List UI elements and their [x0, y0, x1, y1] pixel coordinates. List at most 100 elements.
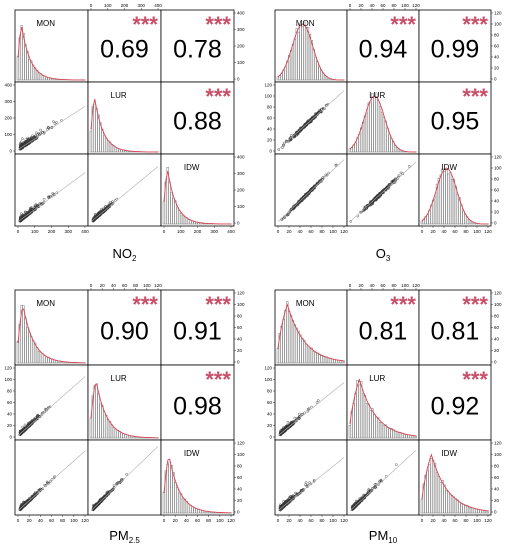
histogram-bar — [299, 334, 302, 364]
cell-2-0 — [14, 153, 89, 227]
histogram-bar — [99, 403, 102, 439]
histogram-bar — [452, 496, 456, 514]
tick-label: 20 — [286, 518, 292, 523]
scatter-point — [53, 122, 57, 125]
histogram-bar — [107, 140, 110, 153]
histogram-bar — [297, 330, 300, 364]
tick-label: 40 — [111, 283, 117, 288]
tick-label: 100 — [473, 518, 481, 523]
scatter-point — [35, 131, 38, 135]
tick-label: 80 — [494, 314, 500, 319]
tick-label: 40 — [494, 199, 500, 204]
histogram-bar — [45, 356, 48, 364]
tick-label: 200 — [194, 229, 202, 234]
significance-stars: *** — [205, 84, 231, 109]
scatter-point — [310, 405, 313, 409]
cell-0-2: 0.99*** — [418, 9, 492, 83]
scatter-point — [102, 497, 106, 500]
tick-label: 20 — [494, 498, 500, 503]
histogram-bar — [456, 499, 459, 514]
histogram-bar — [116, 430, 119, 439]
cell-0-1: 0.81*** — [346, 289, 420, 366]
histogram-bar — [382, 425, 385, 439]
histogram-bar — [449, 172, 452, 225]
histogram-bar — [394, 431, 397, 439]
histogram-bar — [388, 428, 391, 439]
cell-0-2: 0.91*** — [160, 289, 235, 366]
variable-label: IDW — [184, 163, 200, 172]
scatter-point — [18, 143, 22, 146]
variable-label: IDW — [441, 449, 457, 458]
scatter-point — [283, 501, 287, 505]
tick-label: 60 — [237, 325, 243, 330]
scatter-point — [289, 137, 292, 141]
significance-stars: *** — [205, 292, 231, 317]
tick-label: 120 — [227, 518, 235, 523]
histogram-bar — [282, 319, 285, 364]
histogram-bar — [432, 199, 435, 225]
scatter-point — [385, 186, 389, 190]
fit-line — [349, 450, 417, 511]
scatter-point — [286, 420, 290, 424]
scatter-point — [325, 173, 329, 177]
histogram-bar — [447, 491, 450, 514]
scatter-point — [304, 123, 308, 126]
significance-stars: *** — [462, 367, 488, 392]
scatter-point — [373, 483, 377, 486]
tick-label: 120 — [340, 229, 348, 234]
histogram-bar — [166, 463, 169, 514]
scatter-point — [283, 428, 287, 431]
scatter-point — [35, 417, 39, 421]
histogram-bar — [301, 337, 304, 364]
scatter-point — [309, 482, 313, 486]
tick-label: 0 — [349, 3, 352, 8]
histogram-bar — [95, 108, 98, 153]
tick-label: 100 — [4, 132, 12, 137]
tick-label: 0 — [277, 518, 280, 523]
panel-title: O3 — [376, 246, 391, 263]
histogram-bar — [377, 100, 380, 153]
histogram-bar — [297, 31, 300, 81]
fit-line — [17, 106, 86, 150]
tick-label: 40 — [494, 487, 500, 492]
tick-label: 20 — [358, 3, 364, 8]
histogram-bar — [116, 148, 119, 153]
scatter-point — [374, 198, 378, 202]
tick-label: 80 — [463, 518, 469, 523]
cell-1-0 — [14, 364, 89, 441]
scatter-point — [305, 192, 309, 196]
histogram-bar — [335, 359, 338, 364]
cell-1-0 — [14, 81, 89, 155]
scatter-point — [28, 498, 32, 502]
histogram-bar — [107, 419, 110, 439]
scatter-point — [369, 203, 372, 207]
fit-line — [17, 172, 86, 222]
tick-label: 80 — [267, 389, 273, 394]
histogram-bar — [380, 111, 384, 153]
histogram-bar — [178, 492, 181, 514]
histogram-bar — [420, 220, 423, 225]
tick-label: 0 — [90, 283, 93, 288]
tick-label: 400 — [227, 229, 235, 234]
variable-label: LUR — [369, 374, 385, 383]
scatter-point — [23, 423, 27, 427]
scatter-point — [315, 401, 319, 404]
scatter-point — [285, 425, 289, 429]
cell-1-2: 0.95*** — [418, 81, 492, 155]
cell-1-1: LUR — [346, 81, 420, 155]
tick-label: 60 — [237, 475, 243, 480]
scatter-point — [299, 128, 302, 132]
cell-2-2: IDW — [418, 153, 492, 227]
histogram-bar — [108, 421, 112, 439]
histogram-bar — [293, 39, 296, 81]
scatter-point — [289, 208, 293, 212]
cell-1-1: LUR — [87, 364, 162, 441]
scatter-point — [306, 485, 309, 489]
tick-label: 120 — [264, 83, 272, 88]
scatter-point — [31, 134, 34, 138]
tick-label: 120 — [340, 518, 348, 523]
scatter-point — [289, 208, 293, 211]
scatter-point — [53, 193, 56, 197]
scatter-point — [34, 490, 37, 494]
